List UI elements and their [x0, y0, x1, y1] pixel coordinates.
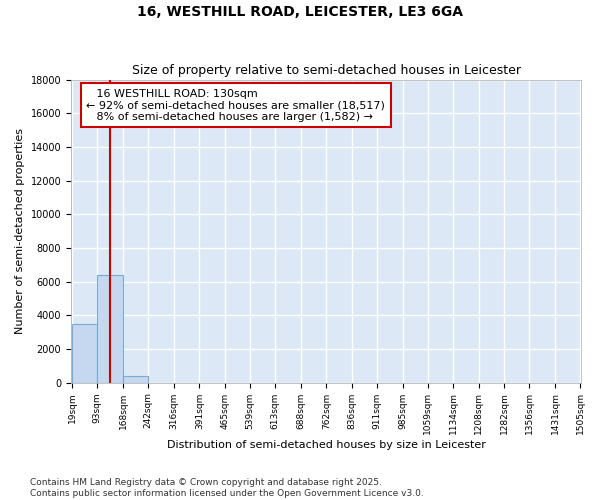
X-axis label: Distribution of semi-detached houses by size in Leicester: Distribution of semi-detached houses by … — [167, 440, 485, 450]
Title: Size of property relative to semi-detached houses in Leicester: Size of property relative to semi-detach… — [132, 64, 521, 77]
Text: Contains HM Land Registry data © Crown copyright and database right 2025.
Contai: Contains HM Land Registry data © Crown c… — [30, 478, 424, 498]
Bar — [123, 376, 148, 382]
Bar — [72, 324, 97, 382]
Bar — [97, 275, 123, 382]
Y-axis label: Number of semi-detached properties: Number of semi-detached properties — [15, 128, 25, 334]
Text: 16, WESTHILL ROAD, LEICESTER, LE3 6GA: 16, WESTHILL ROAD, LEICESTER, LE3 6GA — [137, 5, 463, 19]
Text: 16 WESTHILL ROAD: 130sqm
← 92% of semi-detached houses are smaller (18,517)
   8: 16 WESTHILL ROAD: 130sqm ← 92% of semi-d… — [86, 88, 385, 122]
